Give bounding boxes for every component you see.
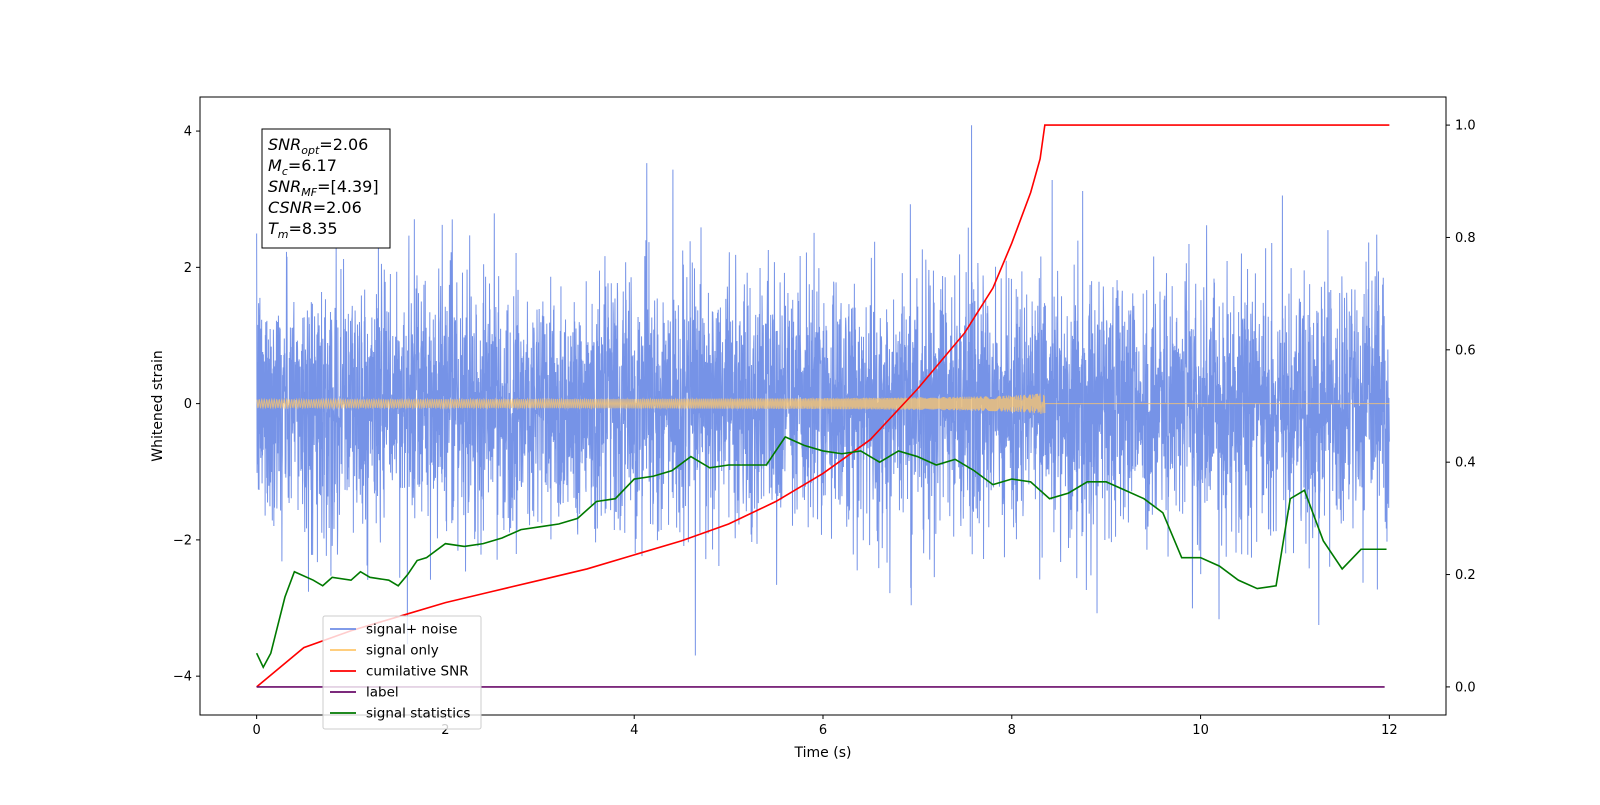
legend-entry: signal+ noise (366, 622, 457, 638)
y-axis-left: −4 −2 0 2 4 (173, 125, 200, 685)
series-line-signal-statistics (255, 435, 1387, 670)
x-tick-label: 12 (1381, 723, 1398, 738)
y2-tick-label: 0.2 (1455, 568, 1476, 583)
series-line-signal-only (256, 393, 1390, 414)
legend-entry: label (366, 685, 399, 701)
y2-tick-label: 0.6 (1455, 343, 1476, 358)
legend-entry: signal statistics (366, 706, 470, 722)
x-tick-label: 10 (1192, 723, 1209, 738)
y2-tick-label: 0.0 (1455, 680, 1476, 695)
info-box-line: SNRMF=[4.39] (268, 177, 379, 199)
series-line-signal-noise (256, 125, 1390, 656)
info-box-line: SNRopt=2.06 (268, 135, 368, 157)
y-tick-label: −4 (173, 670, 192, 685)
legend-entry: cumilative SNR (366, 664, 469, 680)
info-box-line: Tm=8.35 (268, 219, 338, 241)
y-axis-label: Whitened strain (150, 350, 166, 461)
x-tick-label: 2 (441, 723, 449, 738)
y2-tick-label: 0.8 (1455, 231, 1476, 246)
y-tick-label: 2 (184, 261, 192, 276)
legend: signal+ noise signal only cumilative SNR la… (322, 615, 482, 730)
series-line-cumilative-snr (256, 124, 1390, 688)
x-tick-label: 0 (252, 723, 260, 738)
legend-entry: signal only (366, 643, 439, 659)
y-tick-label: 4 (184, 125, 192, 140)
info-box-line: CSNR=2.06 (268, 198, 362, 217)
x-tick-label: 4 (630, 723, 638, 738)
x-tick-label: 6 (819, 723, 827, 738)
x-axis: 0 2 4 6 8 10 12 (252, 715, 1398, 738)
info-box-frame (261, 128, 391, 249)
y2-tick-label: 1.0 (1455, 119, 1476, 134)
y2-tick-label: 0.4 (1455, 456, 1476, 471)
legend-frame (322, 615, 482, 730)
x-tick-label: 8 (1008, 723, 1016, 738)
x-axis-label: Time (s) (794, 745, 852, 761)
info-box-line: Mc=6.17 (268, 156, 337, 178)
y-tick-label: 0 (184, 397, 192, 412)
series-layer (255, 124, 1390, 688)
y-tick-label: −2 (173, 533, 192, 548)
y-axis-right: 0.0 0.2 0.4 0.6 0.8 1.0 (1446, 119, 1476, 695)
